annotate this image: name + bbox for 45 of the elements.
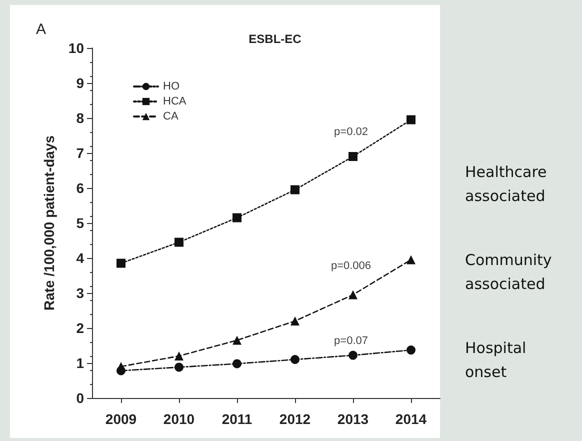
y-tick-label: 9 <box>76 75 84 91</box>
y-tick-label: 7 <box>76 145 84 161</box>
chart-title: ESBL-EC <box>248 32 302 46</box>
x-tick-label: 2010 <box>163 411 195 427</box>
x-tick-label: 2009 <box>105 411 137 427</box>
legend-label: HCA <box>163 96 187 108</box>
point <box>174 352 184 360</box>
point <box>290 185 300 194</box>
annotation: p=0.02 <box>334 126 368 138</box>
x-tick-label: 2014 <box>395 411 427 427</box>
point <box>174 238 184 247</box>
point <box>406 115 416 124</box>
y-tick-label: 10 <box>68 40 84 56</box>
point <box>406 255 416 264</box>
point <box>406 346 416 355</box>
y-tick-label: 0 <box>76 390 84 406</box>
point <box>232 213 242 222</box>
text: A <box>36 21 46 38</box>
y-tick-label: 8 <box>76 110 84 126</box>
annotation: p=0.006 <box>330 260 372 272</box>
point <box>290 355 300 364</box>
point <box>232 336 242 345</box>
x-tick-label: 2012 <box>279 411 311 427</box>
x-tick-label: 2013 <box>337 411 369 427</box>
point <box>232 359 242 368</box>
y-tick-label: 3 <box>76 285 84 301</box>
point <box>348 350 358 360</box>
y-tick-label: 5 <box>76 215 84 231</box>
legend-label: CA <box>163 110 179 122</box>
y-tick-label: 2 <box>76 320 84 336</box>
text: Healthcare associated <box>465 163 547 205</box>
legend-label: HO <box>163 80 180 92</box>
point <box>174 362 184 372</box>
y-tick-label: 4 <box>76 250 84 266</box>
x-tick-label: 2011 <box>222 411 252 427</box>
annotation: p=0.07 <box>334 335 368 347</box>
point <box>348 290 358 300</box>
text: Community associated <box>465 251 552 293</box>
y-tick-label: 1 <box>76 355 84 371</box>
text: Hospital onset <box>465 339 526 381</box>
point <box>348 152 358 161</box>
point <box>290 316 300 326</box>
y-axis-title: Rate /100,000 patient-days <box>41 135 57 311</box>
point <box>116 258 126 268</box>
y-tick-label: 6 <box>76 180 84 196</box>
